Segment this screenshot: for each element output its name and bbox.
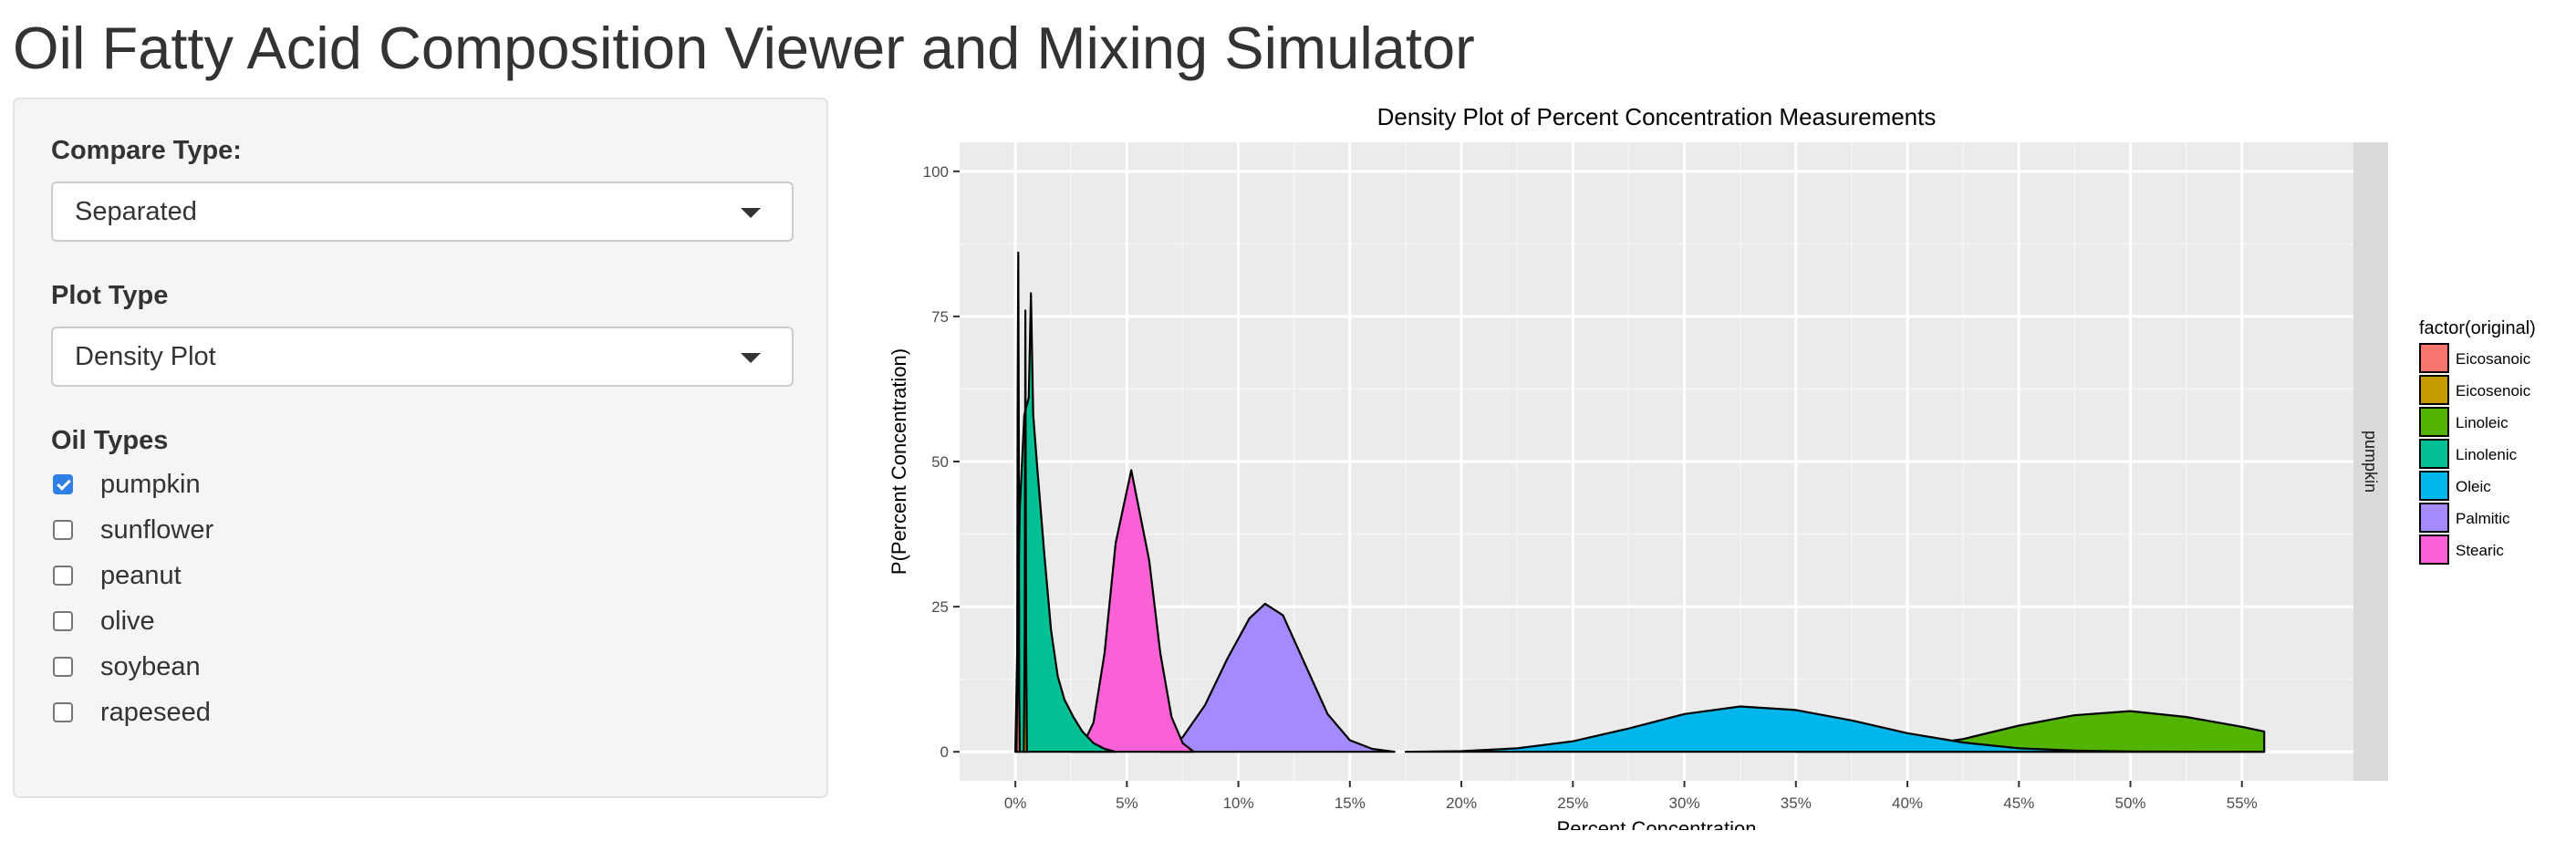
y-tick-label: 75 [931,308,949,326]
legend-label-oleic: Oleic [2456,478,2491,495]
facet-strip [2353,142,2388,781]
plot-type-select[interactable]: Density Plot [51,327,794,387]
oil-types-label: Oil Types [51,426,169,455]
compare-type-label: Compare Type: [51,136,242,165]
legend-key-linolenic [2419,439,2449,469]
legend-label-linoleic: Linoleic [2456,414,2508,431]
legend-key-eicosanoic [2419,343,2449,373]
oil-option-soybean[interactable]: soybean [51,649,416,686]
facet-label: pumpkin [2362,431,2380,493]
x-tick-label: 20% [1446,794,1477,812]
oil-option-peanut[interactable]: peanut [51,558,416,595]
oil-option-olive[interactable]: olive [51,604,416,640]
legend-label-palmitic: Palmitic [2456,510,2510,527]
oil-option-label: olive [100,607,155,636]
x-tick-label: 45% [2003,794,2034,812]
density-area-oleic [1404,705,2266,753]
app-title: Oil Fatty Acid Composition Viewer and Mi… [13,15,1475,81]
y-tick-label: 25 [931,598,949,616]
x-tick-label: 35% [1781,794,1812,812]
legend-label-eicosanoic: Eicosanoic [2456,350,2531,368]
chevron-down-icon [741,353,761,363]
legend-label-eicosenoic: Eicosenoic [2456,382,2531,400]
legend-key-oleic [2419,471,2449,501]
x-tick-label: 5% [1116,794,1138,812]
density-area-linolenic [1014,292,1117,753]
oil-option-rapeseed[interactable]: rapeseed [51,695,416,732]
x-tick-label: 10% [1223,794,1254,812]
density-area-eicosenoic [1023,309,1028,753]
x-tick-label: 25% [1557,794,1588,812]
legend-key-stearic [2419,535,2449,565]
oil-option-sunflower[interactable]: sunflower [51,513,416,549]
checkbox[interactable] [53,520,73,540]
oil-option-label: peanut [100,561,182,590]
sidebar-panel: Compare Type: Separated Plot Type Densit… [13,98,828,798]
checkbox[interactable] [53,474,73,494]
legend-label-stearic: Stearic [2456,542,2504,559]
y-tick-label: 50 [931,453,949,471]
density-plot: 0% 5% 10% 15% 20% 25% 30% 35% 40% 45% 50% 55% 0 25 50 7… [888,103,2536,830]
chart-title: Density Plot of Percent Concentration Me… [1377,103,1937,130]
chevron-down-icon [741,208,761,218]
legend-key-palmitic [2419,503,2449,533]
x-tick-label: 55% [2227,794,2258,812]
legend-title: factor(original) [2419,318,2536,338]
legend-label-linolenic: Linolenic [2456,446,2518,463]
plot-type-label: Plot Type [51,281,169,310]
x-tick-label: 30% [1669,794,1700,812]
oil-option-label: soybean [100,652,201,681]
checkbox[interactable] [53,611,73,631]
plot-type-value: Density Plot [75,342,216,371]
checkbox[interactable] [53,657,73,677]
x-tick-label: 50% [2115,794,2146,812]
checkbox[interactable] [53,566,73,586]
x-tick-label: 40% [1892,794,1923,812]
density-area-palmitic [1158,602,1396,753]
checkbox[interactable] [53,702,73,722]
oil-option-pumpkin[interactable]: pumpkin [51,467,416,504]
x-tick-label: 0% [1004,794,1027,812]
y-tick-label: 0 [940,743,949,761]
legend-key-eicosenoic [2419,375,2449,405]
x-tick-label: 15% [1335,794,1366,812]
oil-option-label: rapeseed [100,698,211,727]
y-tick-label: 100 [923,163,949,181]
compare-type-select[interactable]: Separated [51,182,794,242]
legend-key-linoleic [2419,407,2449,437]
oil-option-label: pumpkin [100,470,201,499]
y-axis-label: P(Percent Concentration) [888,348,910,575]
compare-type-value: Separated [75,197,197,226]
density-area-stearic [1070,469,1195,753]
density-area-eicosanoic [1015,251,1022,753]
oil-option-label: sunflower [100,515,214,545]
x-axis-label: Percent Concentration [1557,817,1757,830]
